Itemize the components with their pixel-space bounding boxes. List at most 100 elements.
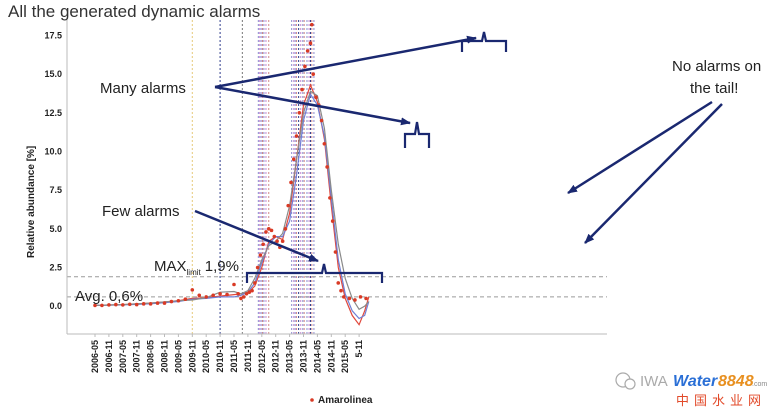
data-point bbox=[93, 303, 97, 308]
brace-top-alarms bbox=[460, 31, 508, 52]
data-point bbox=[250, 288, 254, 293]
data-point bbox=[258, 253, 263, 257]
arrow-tail-lower bbox=[584, 103, 723, 244]
watermark-brand: Water bbox=[673, 373, 718, 390]
x-tick-label: 2008-05 bbox=[146, 340, 156, 373]
data-point bbox=[310, 22, 314, 27]
data-point bbox=[266, 227, 271, 231]
data-point bbox=[121, 303, 125, 307]
x-tick-labels: 2006-05 2006-11 2007-05 2007-11 2008-05 2008-… bbox=[90, 334, 364, 373]
data-point bbox=[333, 250, 338, 254]
x-tick-label: 2011-11 bbox=[243, 340, 253, 372]
data-point bbox=[261, 242, 265, 247]
x-tick-label: 2014-11 bbox=[326, 340, 336, 373]
x-tick-label: 2012-05 bbox=[257, 340, 267, 373]
data-point bbox=[300, 87, 304, 92]
data-point bbox=[162, 301, 167, 305]
data-point bbox=[218, 291, 222, 296]
max-limit-subscript: limit bbox=[187, 268, 202, 277]
data-point bbox=[232, 282, 236, 287]
annotations: Many alarms Few alarms No alarms on the … bbox=[75, 31, 761, 305]
many-alarms-label: Many alarms bbox=[100, 80, 186, 97]
data-point bbox=[255, 265, 260, 270]
data-point bbox=[211, 293, 215, 298]
x-tick-label: 5-11 bbox=[354, 340, 364, 358]
data-point bbox=[353, 298, 357, 302]
x-tick-label: 2006-11 bbox=[104, 340, 114, 373]
wechat-icon-inner bbox=[624, 378, 636, 390]
data-point bbox=[311, 72, 316, 76]
x-tick-label: 2011-05 bbox=[229, 340, 239, 373]
data-point bbox=[283, 227, 288, 231]
arrow-many-to-mid-bracket bbox=[214, 85, 411, 126]
data-point bbox=[272, 234, 277, 239]
x-tick-label: 2012-11 bbox=[271, 340, 281, 373]
legend-marker bbox=[310, 398, 314, 402]
data-point bbox=[364, 296, 368, 301]
data-point bbox=[225, 292, 229, 297]
x-tick-label: 2009-05 bbox=[173, 340, 183, 373]
data-point bbox=[303, 64, 307, 69]
y-tick-label: 15.0 bbox=[44, 69, 62, 79]
data-point bbox=[322, 141, 327, 146]
data-point bbox=[314, 95, 318, 100]
data-point bbox=[134, 302, 139, 307]
data-points bbox=[93, 22, 368, 308]
data-point bbox=[141, 302, 146, 306]
data-point bbox=[342, 295, 346, 299]
data-point bbox=[305, 49, 310, 53]
data-point bbox=[100, 303, 104, 308]
data-point bbox=[114, 302, 118, 307]
y-tick-label: 0.0 bbox=[49, 301, 62, 311]
data-point bbox=[127, 302, 132, 307]
no-alarms-label-line2: the tail! bbox=[690, 80, 738, 97]
watermark: IWA Water 8848 .com 中国水业网 bbox=[615, 372, 767, 408]
data-point bbox=[183, 297, 188, 301]
data-point bbox=[107, 303, 111, 307]
data-point bbox=[176, 298, 181, 303]
data-point bbox=[236, 291, 240, 296]
data-point bbox=[297, 111, 302, 115]
max-limit-prefix: MAX bbox=[154, 258, 187, 275]
watermark-dotcom: .com bbox=[752, 381, 767, 388]
data-point bbox=[330, 219, 335, 223]
data-point bbox=[275, 239, 279, 243]
y-tick-label: 10.0 bbox=[44, 146, 62, 156]
y-tick-label: 12.5 bbox=[44, 108, 62, 118]
few-alarms-label: Few alarms bbox=[102, 203, 180, 220]
data-point bbox=[339, 288, 343, 293]
data-point bbox=[247, 290, 252, 295]
watermark-iwa: IWA bbox=[640, 373, 668, 390]
data-point bbox=[308, 41, 313, 46]
axes bbox=[66, 20, 607, 335]
y-tick-labels: 0.0 2.5 5.0 7.5 10.0 12.5 15.0 17.5 bbox=[44, 30, 62, 311]
data-point bbox=[291, 157, 296, 162]
data-point bbox=[148, 302, 153, 306]
y-axis-label: Relative abundance [%] bbox=[26, 146, 37, 258]
data-point bbox=[155, 301, 160, 305]
data-point bbox=[169, 299, 174, 304]
data-point bbox=[269, 228, 274, 233]
max-limit-label: MAXlimit 1,9% bbox=[154, 258, 239, 277]
data-point bbox=[347, 296, 352, 301]
no-alarms-label-line1: No alarms on bbox=[672, 58, 761, 75]
max-limit-value: 1,9% bbox=[205, 258, 239, 275]
brace-few-alarms bbox=[245, 263, 384, 283]
arrow-few-to-bracket bbox=[194, 209, 319, 263]
x-tick-label: 2013-05 bbox=[285, 340, 295, 373]
y-tick-label: 5.0 bbox=[49, 224, 62, 234]
brace-mid-alarms bbox=[403, 121, 431, 148]
y-tick-label: 7.5 bbox=[49, 185, 62, 195]
x-tick-label: 2015-05 bbox=[340, 340, 350, 373]
x-tick-label: 2007-11 bbox=[132, 340, 142, 373]
data-point bbox=[190, 288, 195, 292]
x-tick-label: 2013-11 bbox=[299, 340, 309, 373]
data-point bbox=[325, 165, 329, 169]
data-point bbox=[241, 295, 246, 299]
data-point bbox=[197, 293, 202, 298]
slide-title: All the generated dynamic alarms bbox=[8, 2, 261, 21]
data-point bbox=[328, 196, 332, 200]
x-tick-label: 2010-05 bbox=[201, 340, 211, 373]
data-point bbox=[289, 180, 293, 185]
